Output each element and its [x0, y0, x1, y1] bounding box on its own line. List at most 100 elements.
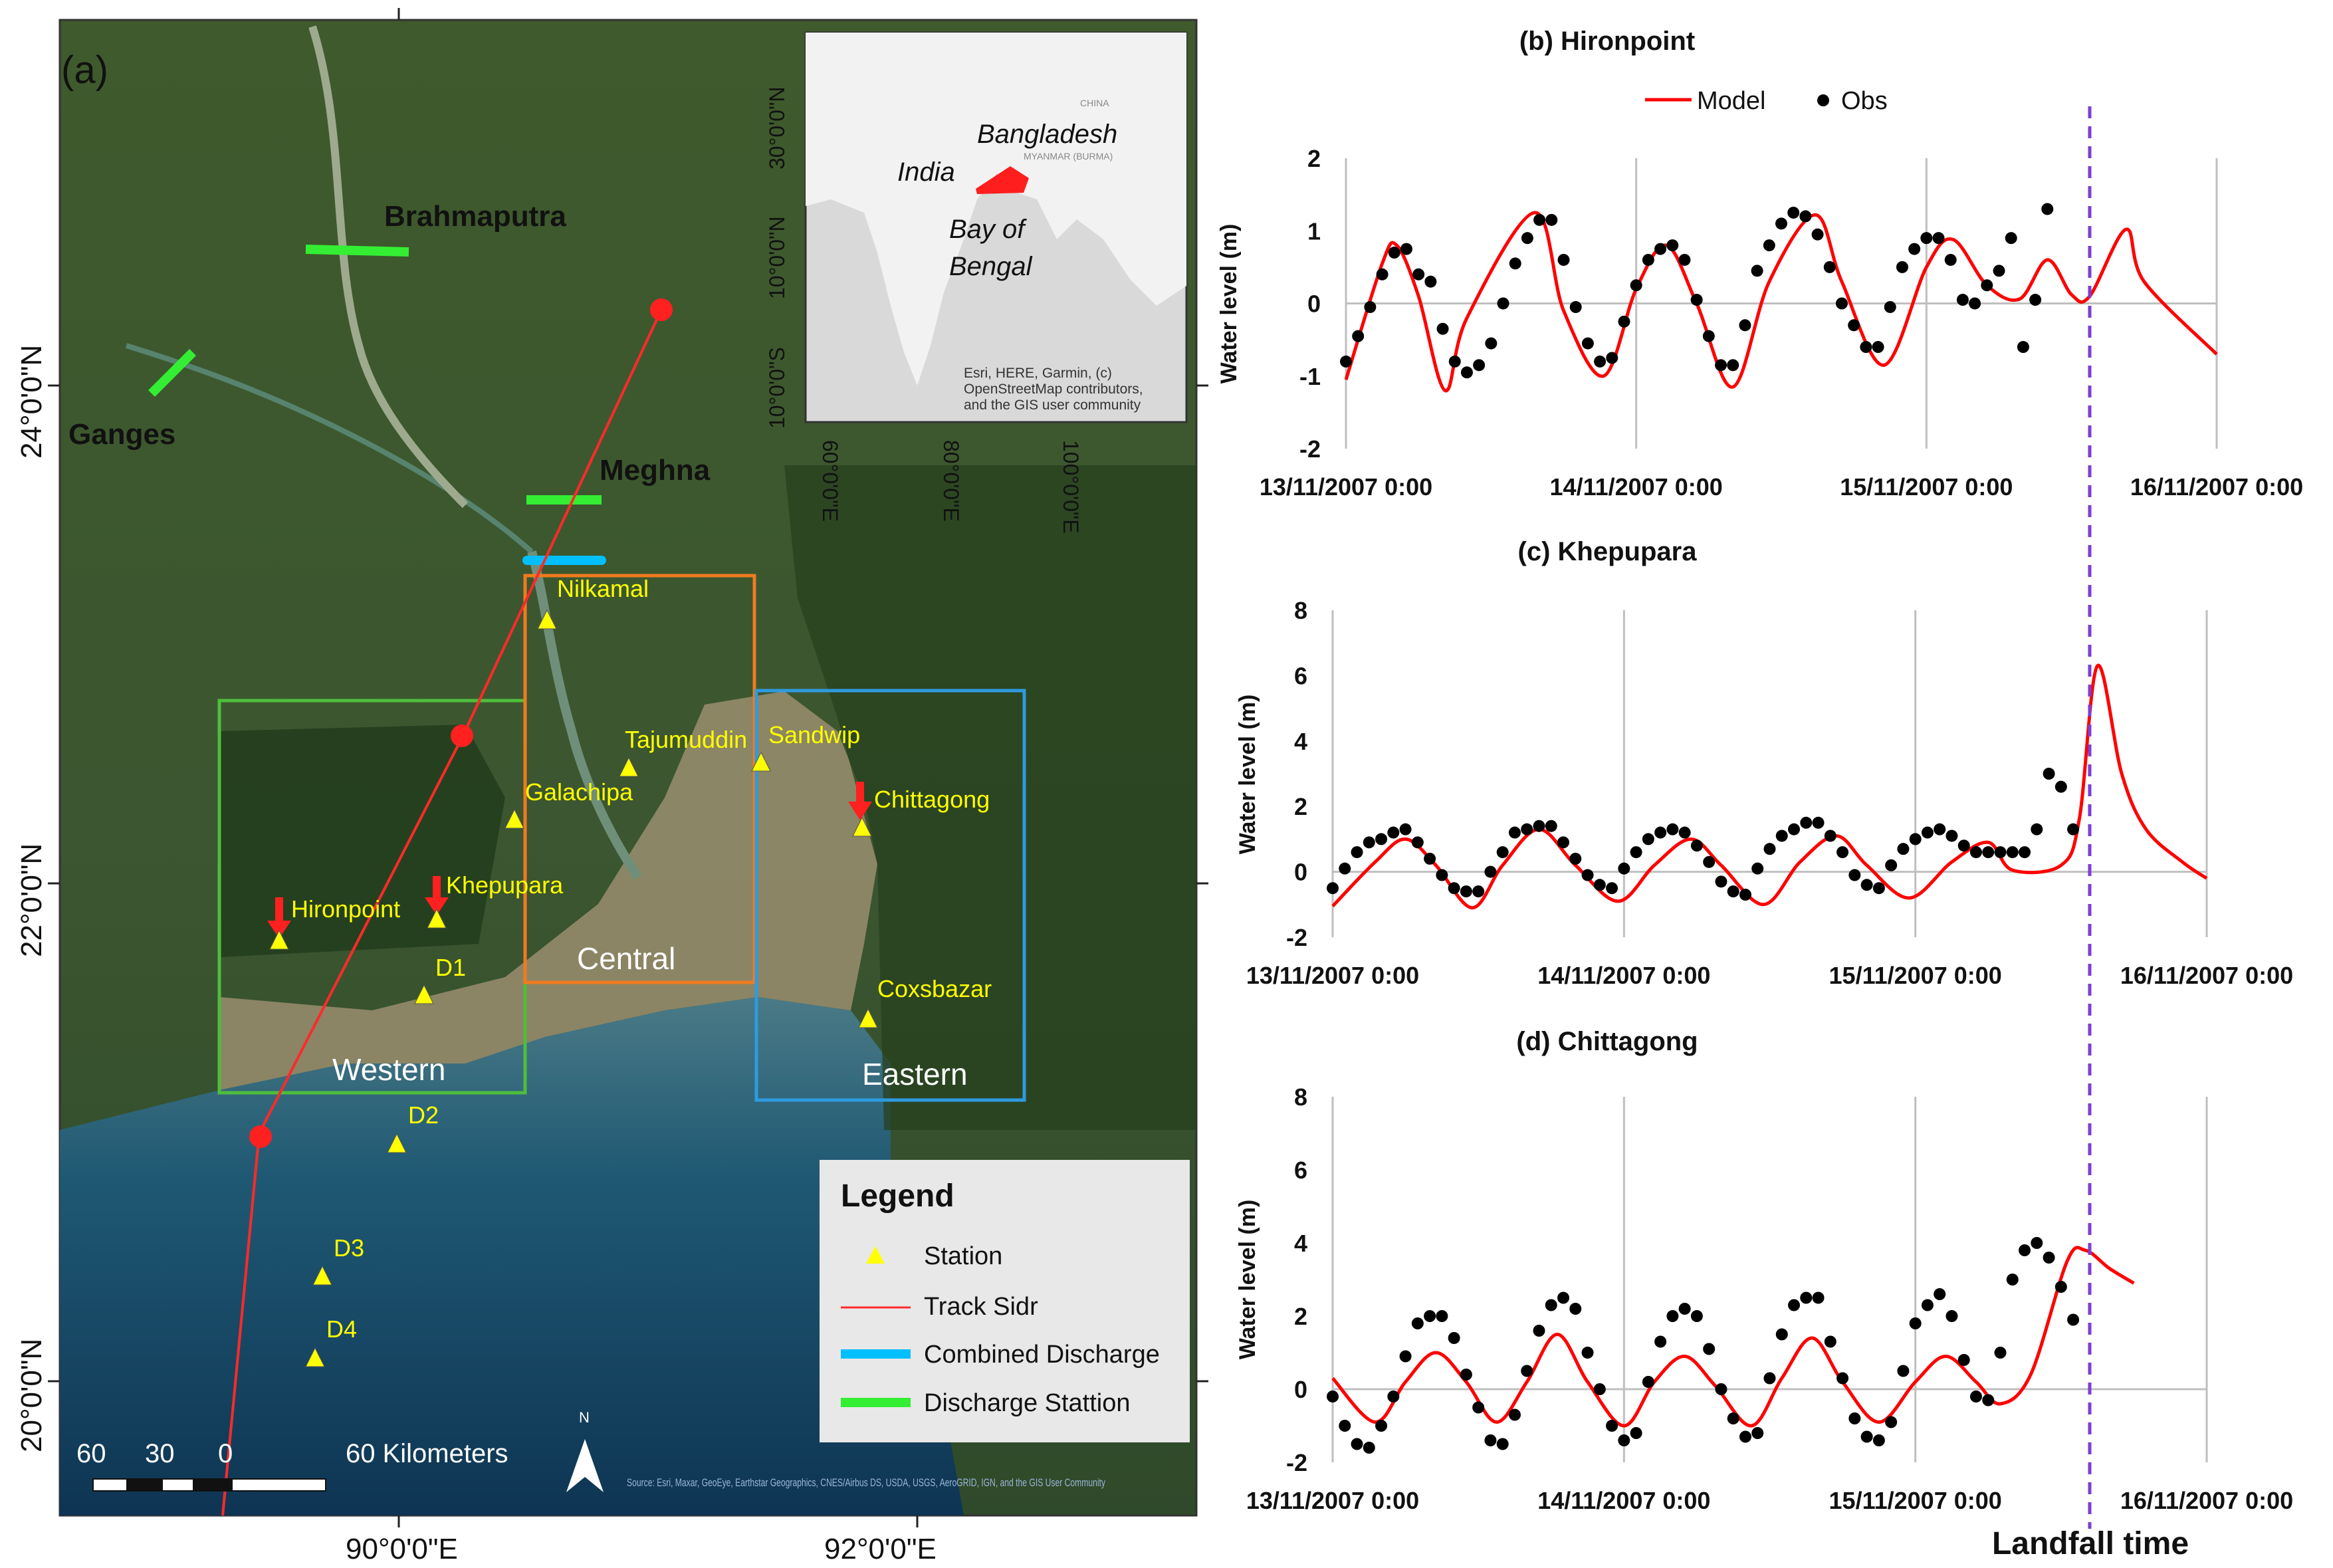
obs-point [1473, 359, 1486, 372]
y-tick-label: 0 [1294, 1376, 1307, 1403]
obs-point [1412, 268, 1425, 280]
graticule-ticks [48, 8, 1208, 1527]
station-galachipa [504, 808, 524, 829]
red-arrows [267, 782, 872, 939]
region-box-central [523, 574, 756, 984]
obs-point [1448, 355, 1461, 368]
obs-point [1885, 1416, 1898, 1428]
obs-point [1399, 823, 1412, 836]
obs-point [1569, 852, 1582, 865]
obs-point [1848, 869, 1861, 881]
inset-bangladesh [976, 166, 1029, 194]
padma-river [125, 343, 534, 554]
obs-point [1860, 1430, 1873, 1443]
obs-point [1739, 889, 1751, 901]
cyclone-track-sidr [221, 309, 663, 1516]
obs-point [1593, 1383, 1606, 1395]
obs-point [1800, 1291, 1813, 1304]
inset-lon-60e: 60°0'0"E [818, 440, 842, 522]
bay-of-bengal-water [60, 997, 964, 1515]
legend-model-label: Model [1697, 87, 1766, 115]
obs-point [1484, 1434, 1497, 1446]
map-panel: Nilkamal Tajumuddin Sandwip Galachipa Ch… [15, 8, 1208, 1565]
obs-point [1630, 1427, 1642, 1439]
obs-point [1788, 1299, 1801, 1311]
obs-point [1727, 885, 1739, 898]
y-tick-label: 6 [1294, 662, 1307, 689]
chart-title: (c) Khepupara [1518, 537, 1698, 566]
obs-point [1885, 859, 1898, 871]
x-tick-label: 14/11/2007 0:00 [1537, 1487, 1710, 1514]
obs-point [1351, 846, 1363, 859]
label-river-brahmaputra: Brahmaputra [384, 200, 566, 233]
obs-point [1411, 1317, 1424, 1329]
chart-hironpoint: (b) Hironpoint Model Obs Water level (m)… [1216, 27, 2303, 501]
north-label: N [579, 1409, 590, 1426]
obs-point [1811, 228, 1824, 241]
obs-point [1690, 294, 1703, 306]
obs-point [1376, 268, 1389, 280]
x-tick-label: 15/11/2007 0:00 [1840, 473, 2013, 501]
obs-point [1594, 355, 1607, 368]
obs-point [1690, 840, 1703, 852]
x-tick-label: 13/11/2007 0:00 [1260, 473, 1432, 501]
obs-point [1739, 319, 1751, 332]
obs-point [1375, 1420, 1388, 1432]
obs-point [1666, 239, 1679, 252]
legend-item-station: Station [924, 1242, 1002, 1270]
obs-point [1485, 337, 1498, 350]
arrow-chittagong [848, 782, 872, 820]
obs-point [1424, 852, 1436, 865]
obs-point [2031, 1237, 2043, 1249]
obs-point [1872, 882, 1885, 895]
obs-point [1569, 1303, 1582, 1315]
obs-point [1896, 261, 1908, 273]
obs-point [1715, 875, 1727, 888]
obs-point [1400, 243, 1412, 255]
legend-station-symbol [866, 1246, 885, 1264]
chart-title: (b) Hironpoint [1519, 27, 1695, 56]
inset-map: Bangladesh India Bay of Bengal CHINA MYA… [765, 31, 1188, 534]
obs-point [1472, 1401, 1485, 1414]
obs-point [1727, 359, 1739, 372]
obs-point [1812, 1291, 1825, 1304]
chart-khepupara: (c) Khepupara Water level (m) 13/11/2007… [1235, 537, 2293, 989]
obs-point [1872, 1434, 1885, 1446]
obs-point [2019, 846, 2031, 859]
obs-point [1339, 862, 1351, 875]
obs-point [1763, 239, 1775, 252]
obs-point [1387, 826, 1400, 839]
station-d4 [305, 1347, 325, 1367]
legend-item-discharge: Discharge Stattion [924, 1389, 1131, 1417]
legend-obs-label: Obs [1841, 87, 1888, 115]
scale-bar: 60 30 0 60 Kilometers [76, 1439, 508, 1492]
inset-lon-100e: 100°0'0"E [1059, 440, 1083, 534]
obs-point [1424, 1310, 1436, 1322]
obs-point [1363, 1442, 1375, 1454]
station-d3 [312, 1265, 332, 1286]
obs-point [1775, 830, 1788, 842]
legend: Legend Station Track Sidr Combined Disch… [820, 1160, 1190, 1442]
arrow-hironpoint [267, 897, 291, 939]
obs-point [2067, 1313, 2080, 1326]
obs-point [1775, 217, 1787, 230]
obs-point [1618, 1434, 1630, 1446]
label-d4: D4 [326, 1315, 357, 1343]
y-axis-label: Water level (m) [1216, 224, 1242, 384]
obs-point [1969, 297, 1981, 310]
legend-title: Legend [841, 1178, 954, 1214]
lon-label-92e: 92°0'0"E [824, 1533, 937, 1565]
obs-point [2005, 232, 2017, 245]
scale-label-0: 0 [218, 1439, 233, 1468]
legend-item-combined: Combined Discharge [924, 1341, 1160, 1369]
obs-point [1739, 1430, 1751, 1443]
x-tick-label: 14/11/2007 0:00 [1550, 473, 1723, 501]
y-tick-label: 2 [1307, 145, 1321, 172]
obs-point [1387, 1391, 1400, 1402]
station-tajumuddin [619, 756, 639, 777]
obs-point [1934, 1288, 1946, 1300]
y-tick-label: -2 [1286, 1449, 1307, 1476]
label-khepupara: Khepupara [446, 871, 564, 899]
obs-point [1763, 843, 1776, 855]
obs-point [1606, 1420, 1618, 1432]
